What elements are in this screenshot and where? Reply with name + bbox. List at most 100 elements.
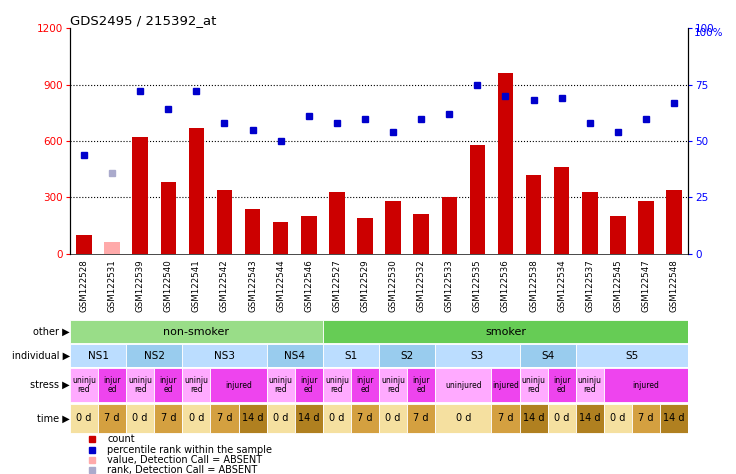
Text: GSM122535: GSM122535 xyxy=(473,259,482,311)
Bar xyxy=(379,368,407,402)
Text: GDS2495 / 215392_at: GDS2495 / 215392_at xyxy=(70,14,216,27)
Text: GSM122533: GSM122533 xyxy=(445,259,454,311)
Bar xyxy=(492,403,520,433)
Bar xyxy=(294,368,323,402)
Bar xyxy=(576,403,604,433)
Text: GSM122536: GSM122536 xyxy=(501,259,510,311)
Bar xyxy=(273,222,289,254)
Bar xyxy=(294,403,323,433)
Bar xyxy=(323,320,688,343)
Text: GSM122531: GSM122531 xyxy=(107,259,116,311)
Bar xyxy=(407,368,435,402)
Text: 0 d: 0 d xyxy=(188,413,204,423)
Bar xyxy=(386,201,401,254)
Bar xyxy=(435,403,492,433)
Text: uninju
red: uninju red xyxy=(128,376,152,394)
Bar xyxy=(126,368,155,402)
Text: GSM122541: GSM122541 xyxy=(192,259,201,311)
Text: non-smoker: non-smoker xyxy=(163,327,230,337)
Bar xyxy=(548,368,576,402)
Text: NS1: NS1 xyxy=(88,350,108,361)
Text: GSM122538: GSM122538 xyxy=(529,259,538,311)
Bar xyxy=(98,403,126,433)
Text: injured: injured xyxy=(632,381,659,390)
Bar xyxy=(435,344,520,367)
Bar xyxy=(70,344,126,367)
Bar xyxy=(183,344,266,367)
Bar xyxy=(604,403,632,433)
Bar xyxy=(638,201,654,254)
Bar xyxy=(520,368,548,402)
Text: injured: injured xyxy=(225,381,252,390)
Bar xyxy=(216,190,233,254)
Text: 0 d: 0 d xyxy=(610,413,626,423)
Bar xyxy=(323,403,351,433)
Text: GSM122548: GSM122548 xyxy=(670,259,679,311)
Bar xyxy=(98,368,126,402)
Text: individual ▶: individual ▶ xyxy=(12,350,70,361)
Text: uninju
red: uninju red xyxy=(381,376,405,394)
Text: GSM122528: GSM122528 xyxy=(79,259,88,311)
Text: S5: S5 xyxy=(626,350,639,361)
Text: 14 d: 14 d xyxy=(242,413,263,423)
Text: GSM122543: GSM122543 xyxy=(248,259,257,311)
Bar xyxy=(105,242,120,254)
Bar xyxy=(520,403,548,433)
Bar xyxy=(70,320,323,343)
Bar xyxy=(435,368,492,402)
Bar xyxy=(379,403,407,433)
Text: 7 d: 7 d xyxy=(105,413,120,423)
Text: 14 d: 14 d xyxy=(298,413,319,423)
Text: injured: injured xyxy=(492,381,519,390)
Text: injur
ed: injur ed xyxy=(160,376,177,394)
Text: GSM122530: GSM122530 xyxy=(389,259,397,311)
Text: time ▶: time ▶ xyxy=(38,413,70,423)
Bar xyxy=(604,368,688,402)
Bar xyxy=(70,368,98,402)
Bar xyxy=(266,368,294,402)
Text: uninjured: uninjured xyxy=(445,381,481,390)
Bar xyxy=(498,73,513,254)
Bar xyxy=(132,137,148,254)
Text: count: count xyxy=(107,434,135,445)
Text: GSM122544: GSM122544 xyxy=(276,259,285,311)
Bar xyxy=(183,368,210,402)
Bar xyxy=(470,145,485,254)
Text: 7 d: 7 d xyxy=(498,413,513,423)
Bar xyxy=(526,175,542,254)
Text: 0 d: 0 d xyxy=(77,413,92,423)
Bar xyxy=(660,403,688,433)
Bar xyxy=(210,368,266,402)
Text: injur
ed: injur ed xyxy=(300,376,317,394)
Text: injur
ed: injur ed xyxy=(412,376,430,394)
Bar xyxy=(329,191,344,254)
Bar xyxy=(210,403,238,433)
Text: other ▶: other ▶ xyxy=(33,327,70,337)
Text: S4: S4 xyxy=(541,350,554,361)
Text: GSM122540: GSM122540 xyxy=(164,259,173,311)
Text: injur
ed: injur ed xyxy=(553,376,570,394)
Text: 7 d: 7 d xyxy=(216,413,233,423)
Text: 0 d: 0 d xyxy=(273,413,289,423)
Text: GSM122546: GSM122546 xyxy=(304,259,314,311)
Text: 14 d: 14 d xyxy=(523,413,545,423)
Text: 7 d: 7 d xyxy=(638,413,654,423)
Bar xyxy=(666,190,682,254)
Bar xyxy=(70,403,98,433)
Text: NS4: NS4 xyxy=(284,350,305,361)
Bar xyxy=(414,214,429,254)
Text: injur
ed: injur ed xyxy=(103,376,121,394)
Text: 100%: 100% xyxy=(694,28,723,38)
Text: GSM122529: GSM122529 xyxy=(361,259,369,311)
Bar xyxy=(407,403,435,433)
Bar xyxy=(576,368,604,402)
Text: percentile rank within the sample: percentile rank within the sample xyxy=(107,445,272,455)
Bar xyxy=(77,235,92,254)
Text: stress ▶: stress ▶ xyxy=(30,380,70,390)
Text: uninju
red: uninju red xyxy=(578,376,602,394)
Bar xyxy=(520,344,576,367)
Bar xyxy=(351,368,379,402)
Bar xyxy=(245,209,261,254)
Bar xyxy=(632,403,660,433)
Text: 7 d: 7 d xyxy=(357,413,372,423)
